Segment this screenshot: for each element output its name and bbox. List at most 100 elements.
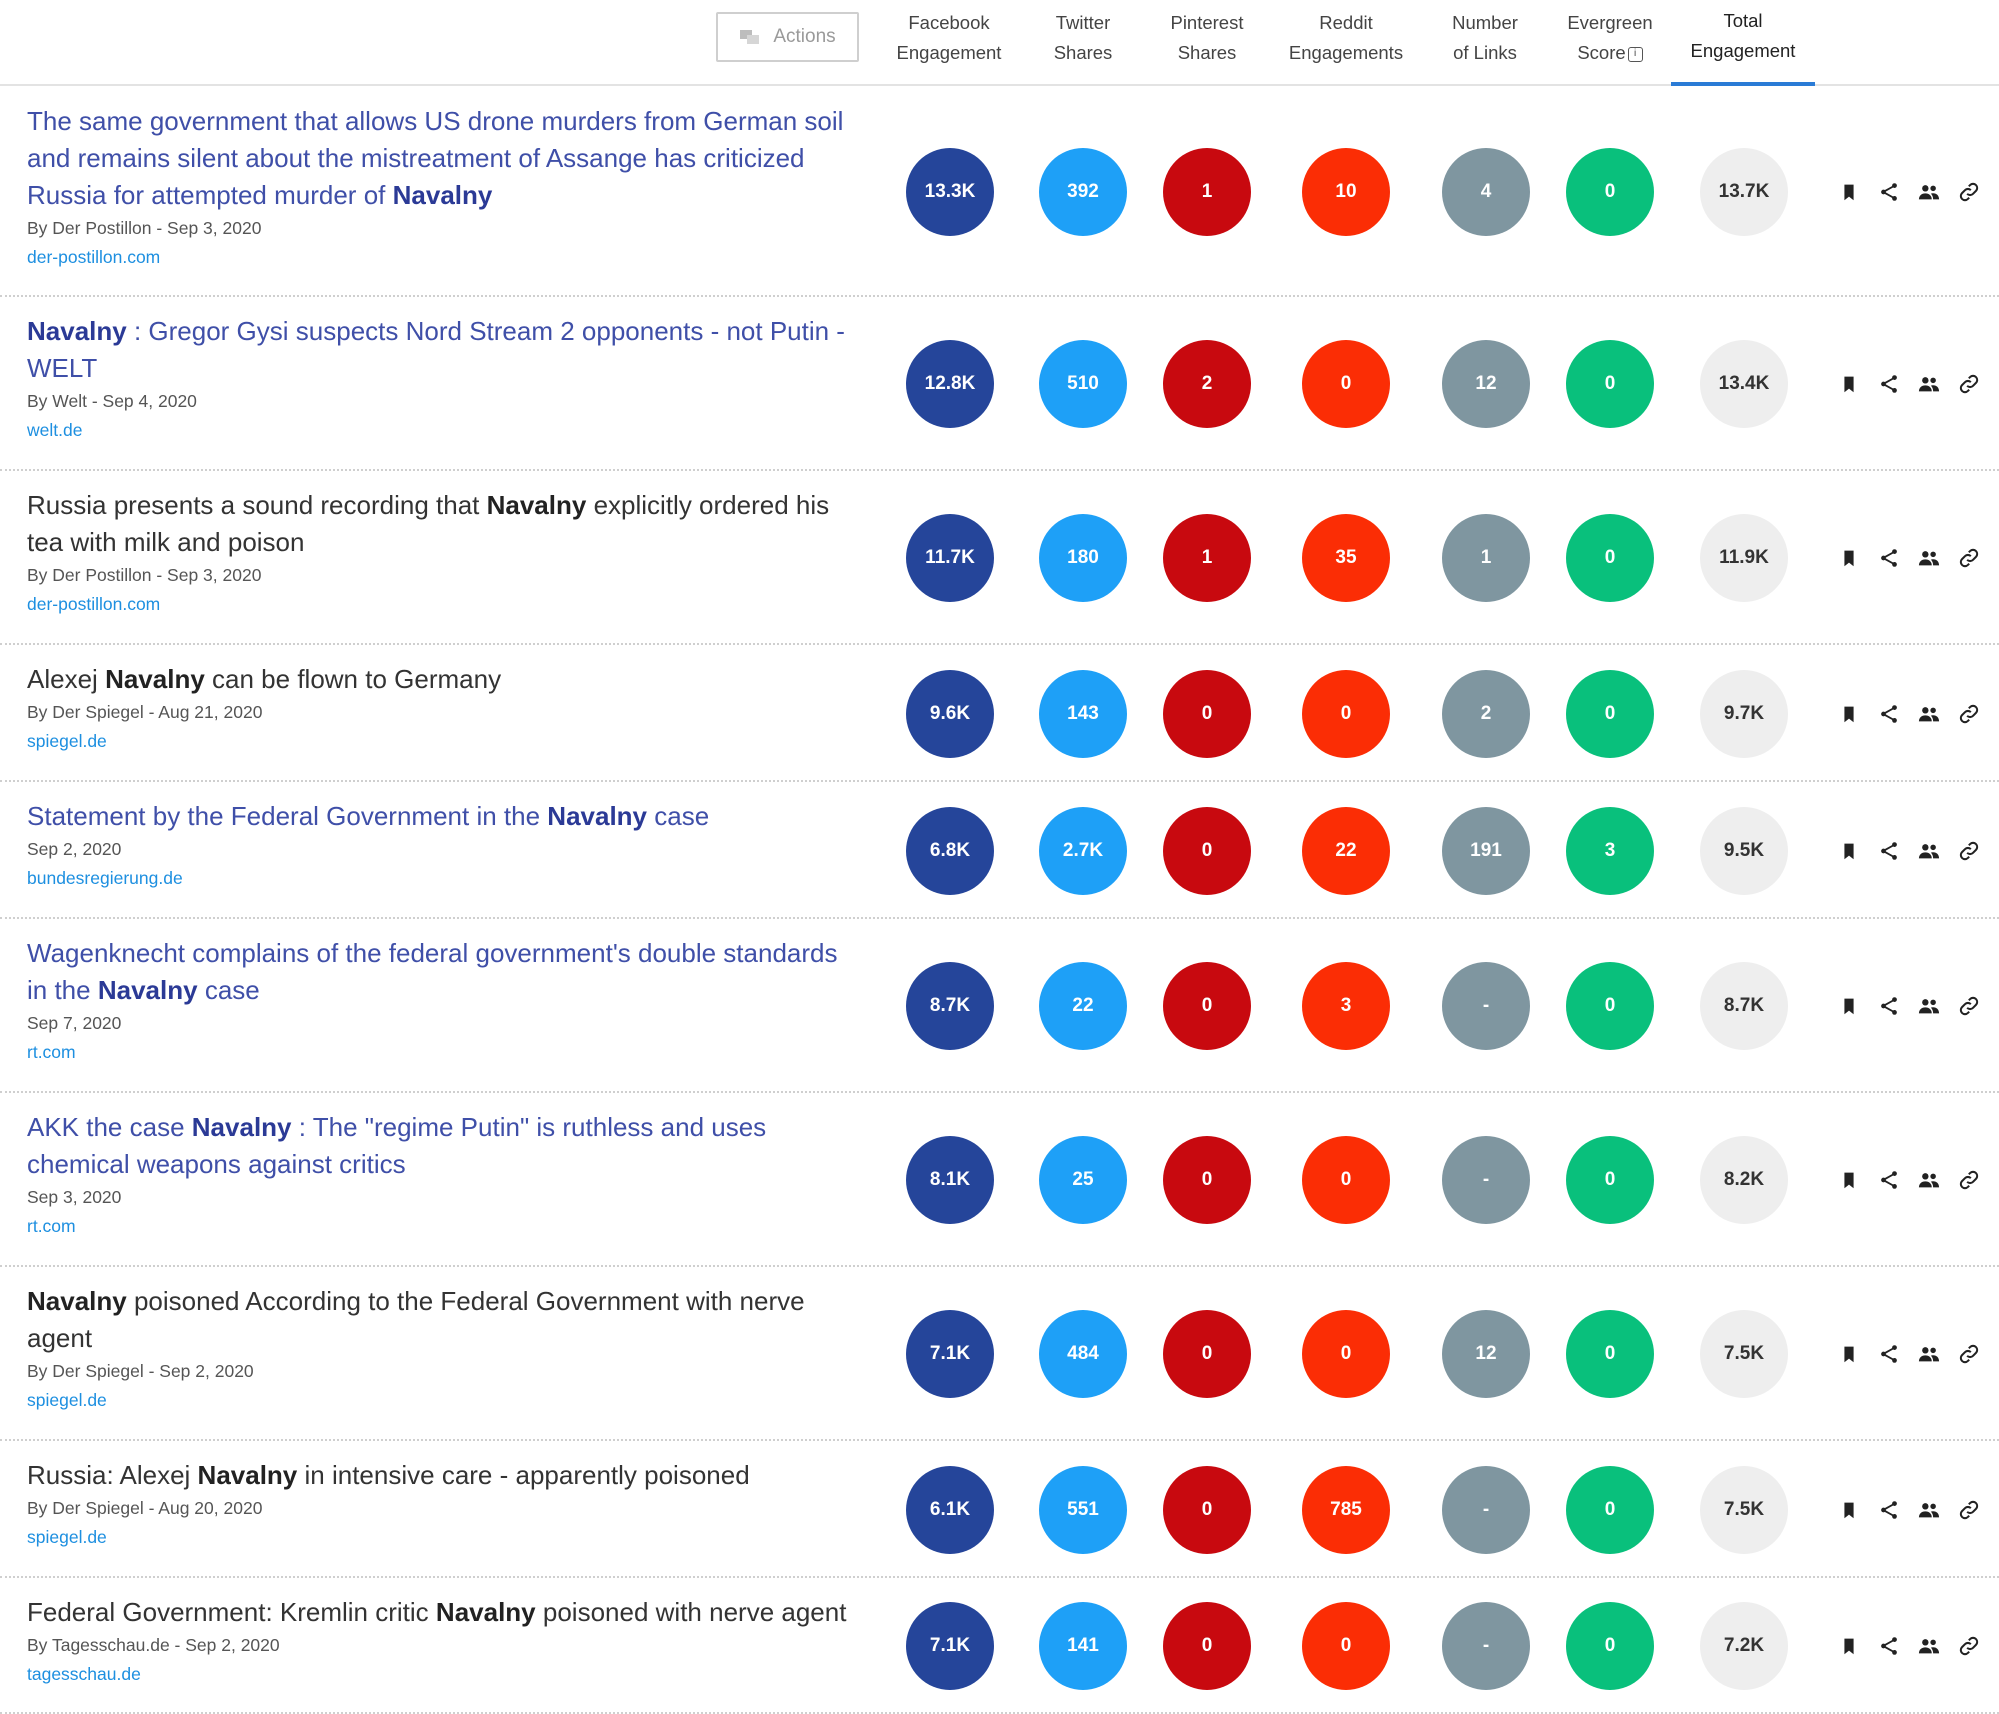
share-icon[interactable] [1876,993,1902,1019]
influencers-icon[interactable] [1916,1497,1942,1523]
backlinks-icon[interactable] [1956,838,1982,864]
share-icon[interactable] [1876,1341,1902,1367]
backlinks-icon[interactable] [1956,1633,1982,1659]
bookmark-icon[interactable] [1836,1633,1862,1659]
twitter-shares-bubble: 22 [1039,962,1127,1050]
article-domain-link[interactable]: bundesregierung.de [27,868,183,888]
share-icon[interactable] [1876,1633,1902,1659]
backlinks-icon[interactable] [1956,1497,1982,1523]
influencers-icon[interactable] [1916,179,1942,205]
share-icon[interactable] [1876,545,1902,571]
number-of-links-bubble: 191 [1442,806,1530,895]
article-domain-link[interactable]: der-postillon.com [27,247,161,267]
total-engagement-bubble: 8.7K [1700,962,1788,1050]
bookmark-icon[interactable] [1836,838,1862,864]
article-byline: By Der Spiegel - Sep 2, 2020 [27,1361,254,1381]
share-icon[interactable] [1876,838,1902,864]
article-domain-link[interactable]: rt.com [27,1042,76,1062]
total-engagement-bubble: 7.2K [1700,1602,1788,1690]
article-title[interactable]: Wagenknecht complains of the federal gov… [27,938,838,1005]
column-header-total-engagement[interactable]: Total Engagement [1690,10,1796,61]
article-title[interactable]: The same government that allows US drone… [27,106,844,210]
article-title[interactable]: AKK the case Navalny : The "regime Putin… [27,1112,767,1179]
article-domain-link[interactable]: spiegel.de [27,1527,107,1547]
bookmark-icon[interactable] [1836,701,1862,727]
row-actions [1836,1167,1982,1193]
influencers-icon[interactable] [1916,1167,1942,1193]
backlinks-icon[interactable] [1956,1167,1982,1193]
facebook-engagement-bubble: 13.3K [906,148,994,236]
pinterest-shares-bubble: 0 [1163,1310,1251,1398]
reddit-engagements-bubble: 785 [1302,1465,1390,1554]
article-byline: By Welt - Sep 4, 2020 [27,391,197,411]
influencers-icon[interactable] [1916,993,1942,1019]
results-header: Actions Facebook Engagement Twitter Shar… [0,0,1999,86]
twitter-shares-bubble: 510 [1039,340,1127,428]
column-header-reddit-engagements[interactable]: Reddit Engagements [1288,12,1404,63]
number-of-links-bubble: 4 [1442,148,1530,236]
column-header-number-of-links[interactable]: Number of Links [1452,12,1518,63]
backlinks-icon[interactable] [1956,993,1982,1019]
column-header-evergreen-score[interactable]: Evergreen Score i [1567,12,1653,63]
evergreen-score-bubble: 0 [1566,1465,1654,1554]
bookmark-icon[interactable] [1836,1341,1862,1367]
article-byline: Sep 3, 2020 [27,1187,122,1207]
column-header-pinterest-shares[interactable]: Pinterest Shares [1170,12,1244,63]
article-row: Russia: Alexej Navalny in intensive care… [0,1441,1999,1578]
influencers-icon[interactable] [1916,838,1942,864]
bookmark-icon[interactable] [1836,371,1862,397]
backlinks-icon[interactable] [1956,1341,1982,1367]
pinterest-shares-bubble: 0 [1163,1136,1251,1224]
pinterest-shares-bubble: 2 [1163,340,1251,428]
column-header-facebook-engagement[interactable]: Facebook Engagement [896,12,1002,63]
evergreen-score-bubble: 0 [1566,148,1654,236]
bookmark-icon[interactable] [1836,1167,1862,1193]
total-engagement-bubble: 7.5K [1700,1465,1788,1554]
article-byline: By Der Spiegel - Aug 21, 2020 [27,702,263,722]
evergreen-score-bubble: 0 [1566,1602,1654,1690]
article-title: Alexej Navalny can be flown to Germany [27,664,502,694]
article-domain-link[interactable]: rt.com [27,1216,76,1236]
twitter-shares-bubble: 143 [1039,669,1127,758]
total-engagement-bubble: 9.5K [1700,806,1788,895]
backlinks-icon[interactable] [1956,179,1982,205]
column-header-twitter-shares[interactable]: Twitter Shares [1053,12,1113,63]
article-row: Russia presents a sound recording that N… [0,471,1999,645]
evergreen-score-bubble: 0 [1566,1136,1654,1224]
share-icon[interactable] [1876,701,1902,727]
twitter-shares-bubble: 141 [1039,1602,1127,1690]
influencers-icon[interactable] [1916,545,1942,571]
influencers-icon[interactable] [1916,371,1942,397]
share-icon[interactable] [1876,1497,1902,1523]
row-actions [1836,838,1982,864]
article-domain-link[interactable]: tagesschau.de [27,1664,141,1684]
bookmark-icon[interactable] [1836,1497,1862,1523]
twitter-shares-bubble: 484 [1039,1310,1127,1398]
article-domain-link[interactable]: spiegel.de [27,731,107,751]
pinterest-shares-bubble: 0 [1163,669,1251,758]
reddit-engagements-bubble: 22 [1302,806,1390,895]
article-domain-link[interactable]: spiegel.de [27,1390,107,1410]
row-actions [1836,371,1982,397]
bookmark-icon[interactable] [1836,179,1862,205]
actions-button[interactable]: Actions [716,12,859,62]
share-icon[interactable] [1876,1167,1902,1193]
twitter-shares-bubble: 2.7K [1039,806,1127,895]
backlinks-icon[interactable] [1956,701,1982,727]
total-engagement-bubble: 9.7K [1700,669,1788,758]
influencers-icon[interactable] [1916,1633,1942,1659]
info-icon[interactable]: i [1627,46,1643,62]
influencers-icon[interactable] [1916,701,1942,727]
article-title[interactable]: Statement by the Federal Government in t… [27,801,710,831]
influencers-icon[interactable] [1916,1341,1942,1367]
backlinks-icon[interactable] [1956,545,1982,571]
share-icon[interactable] [1876,179,1902,205]
article-title[interactable]: Navalny : Gregor Gysi suspects Nord Stre… [27,316,845,383]
article-domain-link[interactable]: welt.de [27,420,83,440]
bookmark-icon[interactable] [1836,545,1862,571]
article-row: AKK the case Navalny : The "regime Putin… [0,1093,1999,1267]
share-icon[interactable] [1876,371,1902,397]
bookmark-icon[interactable] [1836,993,1862,1019]
backlinks-icon[interactable] [1956,371,1982,397]
article-domain-link[interactable]: der-postillon.com [27,594,161,614]
